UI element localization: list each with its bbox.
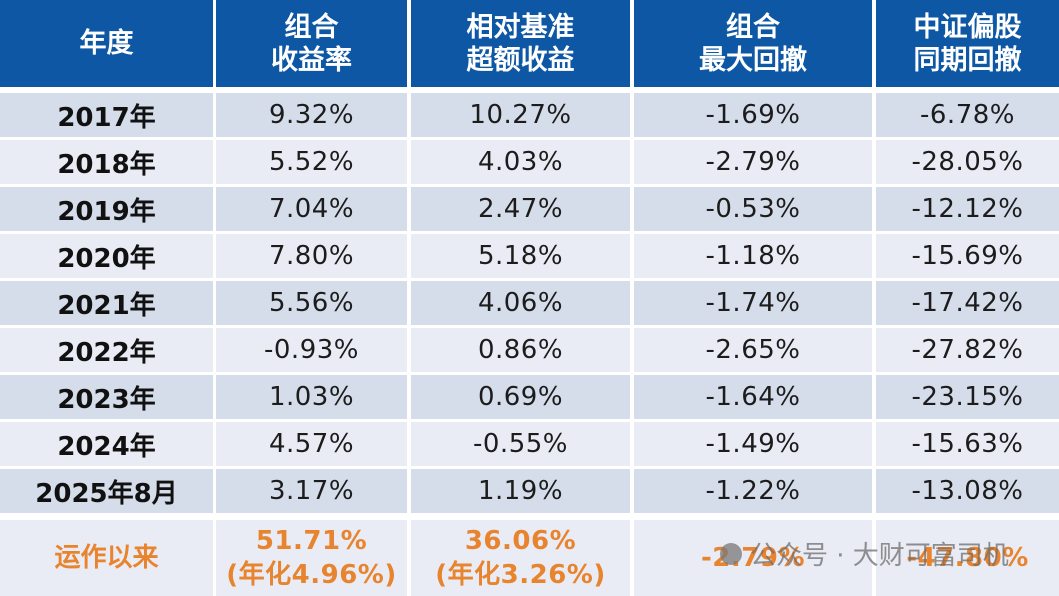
header-line: 相对基准 — [466, 11, 575, 43]
cell-max-drawdown: -2.65% — [634, 328, 872, 372]
cell-year: 2020年 — [0, 234, 213, 278]
cell-max-drawdown: -1.69% — [634, 93, 872, 137]
cell-max-drawdown: -0.53% — [634, 187, 872, 231]
total-value: -2.79% — [701, 543, 805, 573]
table-row: 2024年 4.57% -0.55% -1.49% -15.63% — [0, 422, 1059, 466]
cell-index-drawdown: -15.69% — [876, 234, 1059, 278]
header-year: 年度 — [0, 0, 213, 87]
cell-max-drawdown: -2.79% — [634, 140, 872, 184]
table-row: 2025年8月 3.17% 1.19% -1.22% -13.08% — [0, 469, 1059, 513]
header-line: 中证偏股 — [913, 11, 1022, 43]
total-value: 51.71% — [255, 526, 368, 556]
cell-excess-return: 5.18% — [411, 234, 630, 278]
cell-year: 2017年 — [0, 93, 213, 137]
cell-index-drawdown: -23.15% — [876, 375, 1059, 419]
cell-max-drawdown: -1.74% — [634, 281, 872, 325]
table-row: 2019年 7.04% 2.47% -0.53% -12.12% — [0, 187, 1059, 231]
cell-index-drawdown: -13.08% — [876, 469, 1059, 513]
cell-portfolio-return: 9.32% — [216, 93, 407, 137]
cell-excess-return: 0.69% — [411, 375, 630, 419]
cell-portfolio-return: 5.56% — [216, 281, 407, 325]
cell-total-portfolio-return: 51.71% (年化4.96%) — [216, 520, 407, 596]
table-row: 2017年 9.32% 10.27% -1.69% -6.78% — [0, 93, 1059, 137]
cell-total-label: 运作以来 — [0, 520, 213, 596]
cell-excess-return: 1.19% — [411, 469, 630, 513]
cell-excess-return: -0.55% — [411, 422, 630, 466]
cell-excess-return: 10.27% — [411, 93, 630, 137]
header-line: 组合 — [284, 11, 339, 43]
header-portfolio-return: 组合 收益率 — [216, 0, 407, 87]
cell-portfolio-return: 5.52% — [216, 140, 407, 184]
cell-excess-return: 2.47% — [411, 187, 630, 231]
wechat-icon — [720, 542, 742, 565]
cell-year: 2021年 — [0, 281, 213, 325]
cell-excess-return: 0.86% — [411, 328, 630, 372]
table-row: 2018年 5.52% 4.03% -2.79% -28.05% — [0, 140, 1059, 184]
table-row: 2020年 7.80% 5.18% -1.18% -15.69% — [0, 234, 1059, 278]
table-row: 2021年 5.56% 4.06% -1.74% -17.42% — [0, 281, 1059, 325]
cell-excess-return: 4.06% — [411, 281, 630, 325]
total-annualized: (年化3.26%) — [435, 560, 606, 590]
header-index-drawdown: 中证偏股 同期回撤 — [876, 0, 1059, 87]
cell-portfolio-return: 4.57% — [216, 422, 407, 466]
total-annualized: (年化4.96%) — [226, 560, 397, 590]
cell-total-excess-return: 36.06% (年化3.26%) — [411, 520, 630, 596]
table-row: 2022年 -0.93% 0.86% -2.65% -27.82% — [0, 328, 1059, 372]
header-line: 最大回撤 — [699, 44, 807, 76]
cell-portfolio-return: 3.17% — [216, 469, 407, 513]
cell-portfolio-return: 7.04% — [216, 187, 407, 231]
cell-portfolio-return: 1.03% — [216, 375, 407, 419]
cell-year: 2018年 — [0, 140, 213, 184]
watermark-text: 公众号 · 大财可富司机 — [750, 541, 1009, 571]
cell-total-max-drawdown: -2.79% — [634, 520, 872, 596]
cell-max-drawdown: -1.18% — [634, 234, 872, 278]
header-year-label: 年度 — [79, 28, 134, 59]
cell-index-drawdown: -27.82% — [876, 328, 1059, 372]
table-total-row: 运作以来 51.71% (年化4.96%) 36.06% (年化3.26%) -… — [0, 520, 1059, 596]
cell-index-drawdown: -12.12% — [876, 187, 1059, 231]
cell-year: 2022年 — [0, 328, 213, 372]
total-label: 运作以来 — [54, 543, 159, 573]
total-value: -47.80% — [906, 543, 1029, 573]
cell-index-drawdown: -6.78% — [876, 93, 1059, 137]
total-value: 36.06% — [464, 526, 577, 556]
cell-max-drawdown: -1.49% — [634, 422, 872, 466]
header-excess-return: 相对基准 超额收益 — [411, 0, 630, 87]
cell-total-index-drawdown: -47.80% — [876, 520, 1059, 596]
cell-year: 2025年8月 — [0, 469, 213, 513]
cell-index-drawdown: -15.63% — [876, 422, 1059, 466]
cell-max-drawdown: -1.64% — [634, 375, 872, 419]
header-line: 超额收益 — [466, 44, 575, 76]
cell-max-drawdown: -1.22% — [634, 469, 872, 513]
table-row: 2023年 1.03% 0.69% -1.64% -23.15% — [0, 375, 1059, 419]
cell-portfolio-return: 7.80% — [216, 234, 407, 278]
header-max-drawdown: 组合 最大回撤 — [634, 0, 872, 87]
table-header: 年度 组合 收益率 相对基准 超额收益 组合 最大回撤 中证偏股 同期回撤 — [0, 0, 1059, 87]
cell-excess-return: 4.03% — [411, 140, 630, 184]
cell-index-drawdown: -28.05% — [876, 140, 1059, 184]
watermark: 公众号 · 大财可富司机 — [720, 535, 1009, 572]
header-line: 收益率 — [271, 44, 352, 76]
cell-portfolio-return: -0.93% — [216, 328, 407, 372]
cell-index-drawdown: -17.42% — [876, 281, 1059, 325]
cell-year: 2023年 — [0, 375, 213, 419]
cell-year: 2019年 — [0, 187, 213, 231]
header-line: 同期回撤 — [913, 44, 1022, 76]
cell-year: 2024年 — [0, 422, 213, 466]
header-line: 组合 — [726, 11, 780, 43]
